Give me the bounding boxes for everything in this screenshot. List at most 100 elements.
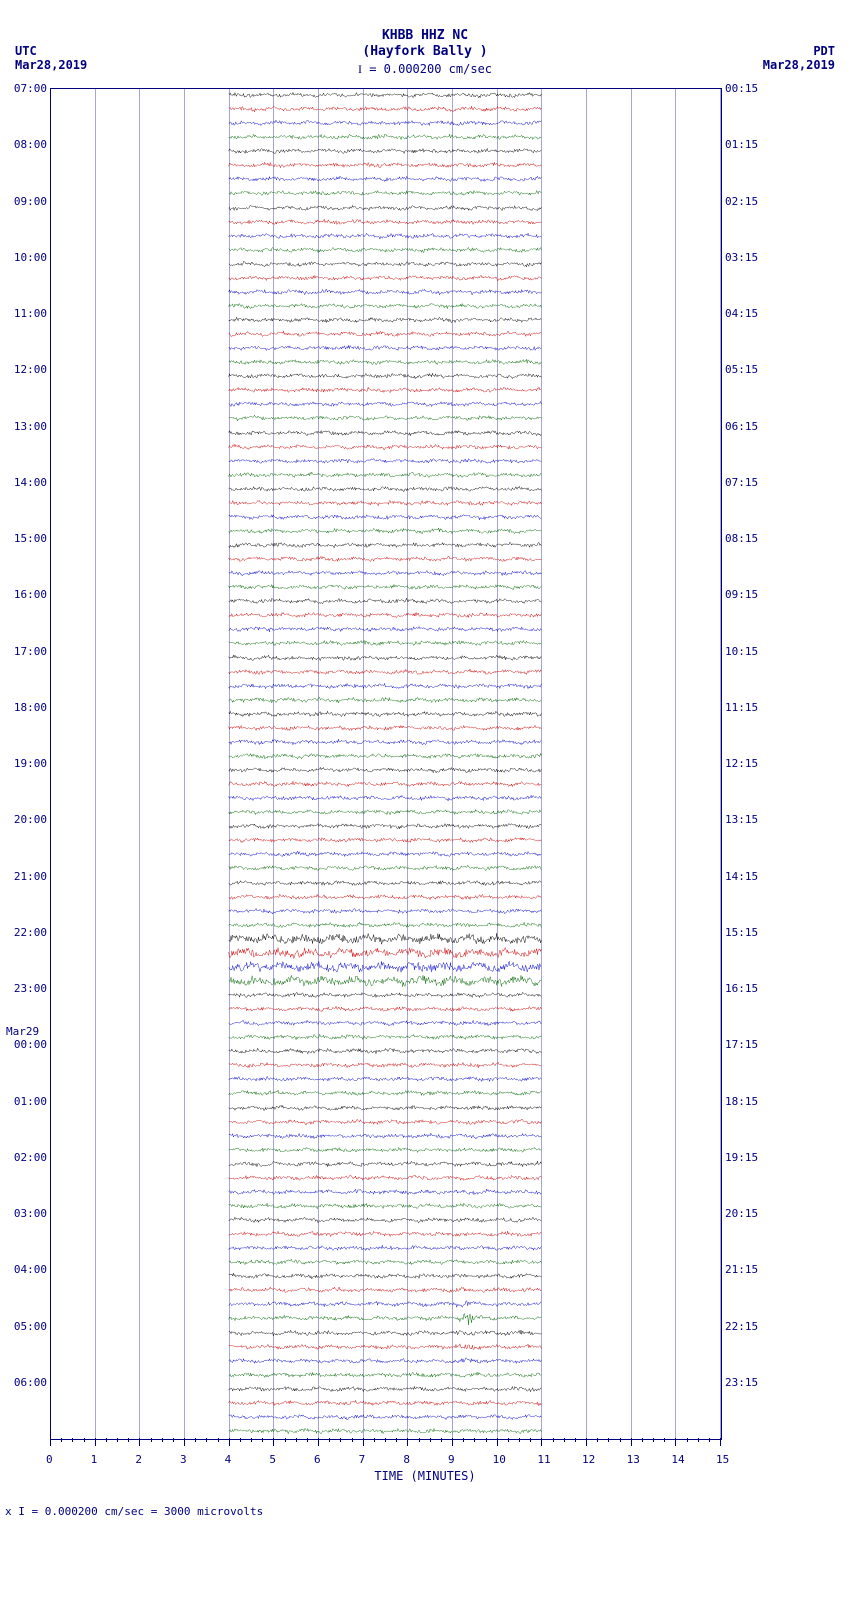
xaxis-tick-mark bbox=[285, 1438, 286, 1442]
xaxis-tick-mark bbox=[597, 1438, 598, 1442]
utc-hour-label: 05:00 bbox=[3, 1320, 47, 1333]
xaxis-tick-mark bbox=[363, 1438, 364, 1446]
seismic-trace bbox=[50, 904, 720, 918]
seismic-trace bbox=[50, 355, 720, 369]
pdt-hour-label: 13:15 bbox=[725, 813, 758, 826]
pdt-hour-label: 17:15 bbox=[725, 1038, 758, 1051]
seismic-trace bbox=[50, 1269, 720, 1283]
left-timezone: UTC bbox=[15, 44, 37, 58]
pdt-hour-label: 09:15 bbox=[725, 588, 758, 601]
xaxis-tick-label: 1 bbox=[91, 1453, 98, 1466]
seismic-trace bbox=[50, 1213, 720, 1227]
seismic-trace bbox=[50, 215, 720, 229]
seismic-trace bbox=[50, 819, 720, 833]
seismic-trace bbox=[50, 721, 720, 735]
date-marker: Mar29 bbox=[6, 1025, 39, 1038]
pdt-hour-label: 10:15 bbox=[725, 645, 758, 658]
pdt-hour-label: 02:15 bbox=[725, 195, 758, 208]
scale-indicator: I = 0.000200 cm/sec bbox=[0, 62, 850, 77]
seismic-trace bbox=[50, 1326, 720, 1340]
seismic-trace bbox=[50, 735, 720, 749]
pdt-hour-label: 04:15 bbox=[725, 307, 758, 320]
xaxis-tick-mark bbox=[352, 1438, 353, 1442]
station-code: KHBB HHZ NC bbox=[0, 28, 850, 43]
xaxis-tick-label: 6 bbox=[314, 1453, 321, 1466]
seismic-trace bbox=[50, 468, 720, 482]
seismic-trace bbox=[50, 1382, 720, 1396]
xaxis-tick-label: 8 bbox=[403, 1453, 410, 1466]
xaxis-tick-mark bbox=[61, 1438, 62, 1442]
xaxis-tick-mark bbox=[452, 1438, 453, 1446]
seismic-trace bbox=[50, 158, 720, 172]
utc-hour-label: 11:00 bbox=[3, 307, 47, 320]
xaxis-tick-mark bbox=[664, 1438, 665, 1442]
xaxis-tick-mark bbox=[95, 1438, 96, 1446]
seismic-trace bbox=[50, 693, 720, 707]
seismic-trace bbox=[50, 566, 720, 580]
right-timezone: PDT bbox=[813, 44, 835, 58]
seismic-trace bbox=[50, 1157, 720, 1171]
seismic-trace bbox=[50, 1129, 720, 1143]
seismic-trace bbox=[50, 1311, 720, 1325]
seismic-trace bbox=[50, 88, 720, 102]
xaxis-tick-mark bbox=[329, 1438, 330, 1442]
xaxis-tick-label: 12 bbox=[582, 1453, 595, 1466]
seismic-trace bbox=[50, 116, 720, 130]
xaxis-tick-mark bbox=[106, 1438, 107, 1442]
seismic-trace bbox=[50, 397, 720, 411]
xaxis-tick-mark bbox=[631, 1438, 632, 1446]
seismic-trace bbox=[50, 229, 720, 243]
seismic-trace bbox=[50, 777, 720, 791]
seismic-trace bbox=[50, 946, 720, 960]
seismic-trace bbox=[50, 974, 720, 988]
utc-hour-label: 13:00 bbox=[3, 420, 47, 433]
seismic-trace bbox=[50, 679, 720, 693]
seismic-trace bbox=[50, 1340, 720, 1354]
xaxis-tick-mark bbox=[117, 1438, 118, 1442]
seismic-trace bbox=[50, 847, 720, 861]
pdt-hour-label: 18:15 bbox=[725, 1095, 758, 1108]
utc-hour-label: 19:00 bbox=[3, 757, 47, 770]
utc-hour-label: 00:00 bbox=[3, 1038, 47, 1051]
utc-hour-label: 08:00 bbox=[3, 138, 47, 151]
seismic-trace bbox=[50, 763, 720, 777]
seismic-trace bbox=[50, 243, 720, 257]
utc-hour-label: 12:00 bbox=[3, 363, 47, 376]
xaxis-tick-label: 5 bbox=[269, 1453, 276, 1466]
xaxis-tick-mark bbox=[653, 1438, 654, 1442]
xaxis-tick-mark bbox=[206, 1438, 207, 1442]
xaxis-tick-mark bbox=[162, 1438, 163, 1442]
seismic-trace bbox=[50, 1227, 720, 1241]
seismic-trace bbox=[50, 172, 720, 186]
utc-hour-label: 09:00 bbox=[3, 195, 47, 208]
xaxis-tick-mark bbox=[497, 1438, 498, 1446]
xaxis-tick-label: 9 bbox=[448, 1453, 455, 1466]
vertical-gridline bbox=[720, 88, 721, 1438]
utc-hour-label: 23:00 bbox=[3, 982, 47, 995]
xaxis-tick-mark bbox=[184, 1438, 185, 1446]
xaxis-tick-mark bbox=[441, 1438, 442, 1442]
xaxis-tick-mark bbox=[340, 1438, 341, 1442]
utc-hour-label: 20:00 bbox=[3, 813, 47, 826]
seismic-trace bbox=[50, 369, 720, 383]
seismic-trace bbox=[50, 313, 720, 327]
utc-hour-label: 06:00 bbox=[3, 1376, 47, 1389]
xaxis-tick-mark bbox=[564, 1438, 565, 1442]
seismic-trace bbox=[50, 524, 720, 538]
seismic-trace bbox=[50, 383, 720, 397]
seismic-trace bbox=[50, 608, 720, 622]
seismic-trace bbox=[50, 552, 720, 566]
utc-hour-label: 10:00 bbox=[3, 251, 47, 264]
xaxis-tick-mark bbox=[519, 1438, 520, 1442]
seismic-trace bbox=[50, 1396, 720, 1410]
xaxis-tick-mark bbox=[430, 1438, 431, 1442]
seismic-trace bbox=[50, 341, 720, 355]
pdt-hour-label: 15:15 bbox=[725, 926, 758, 939]
seismic-trace bbox=[50, 1086, 720, 1100]
pdt-hour-label: 22:15 bbox=[725, 1320, 758, 1333]
pdt-hour-label: 23:15 bbox=[725, 1376, 758, 1389]
pdt-hour-label: 12:15 bbox=[725, 757, 758, 770]
xaxis-tick-mark bbox=[296, 1438, 297, 1442]
right-date: Mar28,2019 bbox=[763, 58, 835, 72]
seismic-trace bbox=[50, 1101, 720, 1115]
